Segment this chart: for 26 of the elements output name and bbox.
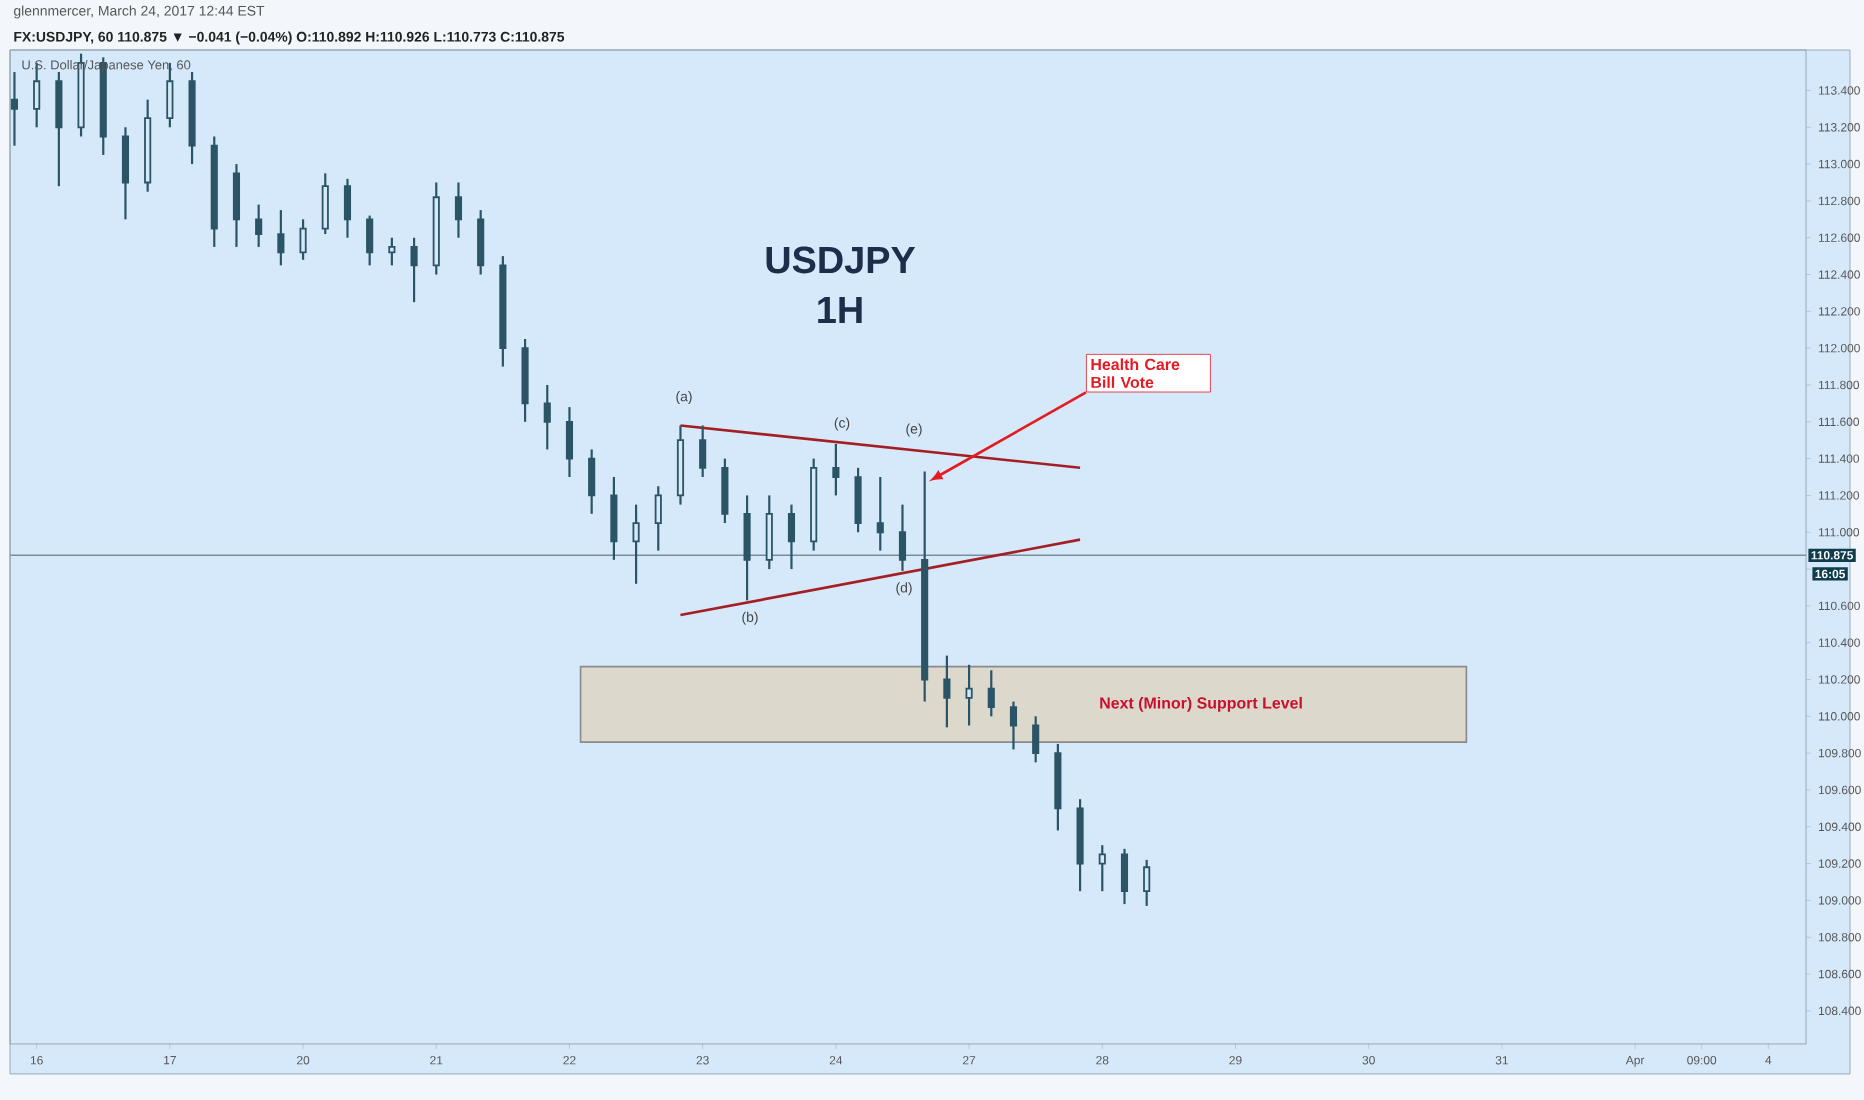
candlestick xyxy=(676,424,685,506)
candlestick xyxy=(921,470,929,703)
candlestick xyxy=(121,126,130,221)
candlestick xyxy=(144,98,152,193)
candlestick xyxy=(343,177,352,239)
candlestick xyxy=(787,503,796,571)
candlestick xyxy=(832,442,840,497)
candlestick xyxy=(588,448,596,515)
candlestick xyxy=(632,503,640,585)
candlestick xyxy=(965,663,973,727)
candlestick xyxy=(743,494,751,602)
text: USDJPY xyxy=(766,246,916,274)
candlestick xyxy=(610,475,618,561)
candlestick xyxy=(943,654,951,729)
candlestick xyxy=(232,163,241,249)
text: 1H xyxy=(818,296,862,323)
candlestick xyxy=(454,181,463,239)
candlestick xyxy=(654,485,662,552)
candlestick xyxy=(565,405,574,479)
candlestick xyxy=(1120,847,1129,906)
candlestick xyxy=(1009,700,1018,751)
candlestick xyxy=(210,135,218,249)
candlestick xyxy=(543,383,551,451)
candlestick xyxy=(898,503,907,572)
candlestick xyxy=(10,70,19,147)
candlestick xyxy=(876,475,884,552)
